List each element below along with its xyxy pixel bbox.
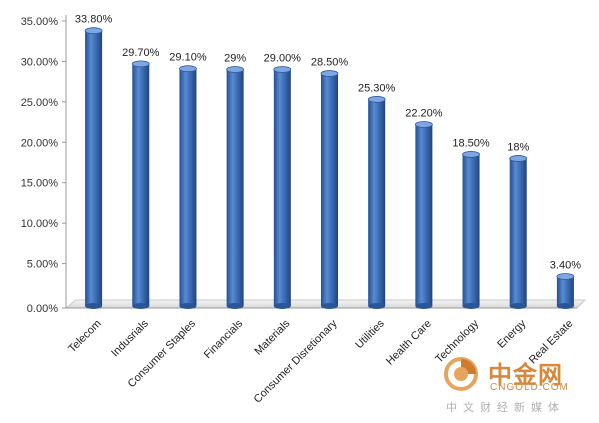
bar-top [226, 66, 245, 73]
bar-body [179, 68, 197, 306]
data-label: 29.10% [169, 52, 207, 64]
bar [179, 65, 197, 309]
bar-top [84, 27, 103, 35]
x-tick-label: Health Care [384, 318, 434, 368]
bar-top [462, 151, 480, 158]
bar-body [132, 63, 150, 307]
x-tick-label: Utilities [353, 317, 387, 351]
x-tick-label: Telecom [66, 318, 103, 355]
axis-layer: 0.00% 5.00% 10.00% 15.00% 20.00% 25.00% 30.00%… [21, 15, 587, 315]
data-label: 33.80% [75, 14, 113, 26]
bar-body [321, 73, 338, 306]
bar-base [273, 303, 291, 309]
y-tick-label: 5.00% [27, 259, 58, 271]
bar-base [179, 303, 197, 309]
bar-base [368, 303, 386, 309]
data-label: 18.50% [452, 137, 490, 149]
bar [131, 60, 150, 309]
bar-top [320, 70, 339, 77]
y-tick-label: 15.00% [21, 178, 59, 190]
y-tick-label: 10.00% [21, 218, 59, 230]
bar [273, 66, 292, 309]
bar-base [415, 303, 433, 309]
bar-top [556, 273, 575, 280]
bar-base [509, 303, 527, 309]
data-label: 28.50% [311, 57, 349, 69]
bar-body [556, 276, 574, 306]
data-label: 3.40% [550, 260, 581, 272]
bar-top [509, 155, 528, 162]
bar-body [85, 30, 103, 307]
bars-layer [84, 27, 575, 309]
y-tick-label: 25.00% [21, 97, 59, 109]
bar-body [368, 99, 386, 306]
watermark-title: 中金网 [488, 361, 563, 389]
x-tick-label: Consumer Disretionary [252, 317, 340, 405]
bar [462, 151, 480, 309]
bar [84, 27, 103, 309]
bar-top [414, 121, 433, 128]
cngold-logo-icon [444, 357, 478, 391]
watermark: 中金网 CNGOLD.COM 中文财经新媒体 [444, 355, 594, 415]
y-tick-label: 35.00% [21, 16, 59, 28]
bar [556, 273, 575, 309]
bar [320, 70, 339, 309]
bar-top [367, 96, 386, 103]
data-label: 29.00% [264, 53, 302, 65]
bar-body [273, 69, 291, 306]
bar-base [556, 303, 574, 309]
data-label: 29.70% [122, 47, 160, 59]
bar-top [131, 60, 150, 68]
x-tick-label: Indusrials [109, 317, 151, 359]
y-tick-label: 0.00% [27, 303, 58, 315]
bar-base [85, 303, 103, 309]
bar-top [179, 65, 197, 73]
x-tick-label: Financials [202, 317, 246, 361]
y-tick-label: 20.00% [21, 137, 59, 149]
bar [367, 96, 386, 309]
bar-base [321, 303, 338, 309]
data-label: 18% [507, 141, 529, 153]
data-label: 25.30% [358, 82, 396, 94]
watermark-tagline: 中文财经新媒体 [446, 401, 565, 414]
watermark-site: CNGOLD.COM [490, 382, 569, 393]
bar-body [509, 158, 527, 306]
bar-body [226, 69, 244, 306]
bar-base [226, 303, 244, 309]
bar-base [462, 303, 480, 309]
bar-body [462, 154, 480, 306]
bar-body [415, 124, 433, 306]
x-tick-label: Energy [495, 317, 528, 350]
data-label: 29% [224, 53, 246, 65]
bar-base [132, 303, 150, 309]
bar [414, 121, 433, 309]
data-label: 22.20% [405, 107, 443, 119]
x-tick-label: Materials [252, 317, 292, 357]
y-tick-label: 30.00% [21, 56, 59, 68]
bar-top [273, 66, 292, 73]
bar [509, 155, 528, 309]
bar [226, 66, 245, 309]
